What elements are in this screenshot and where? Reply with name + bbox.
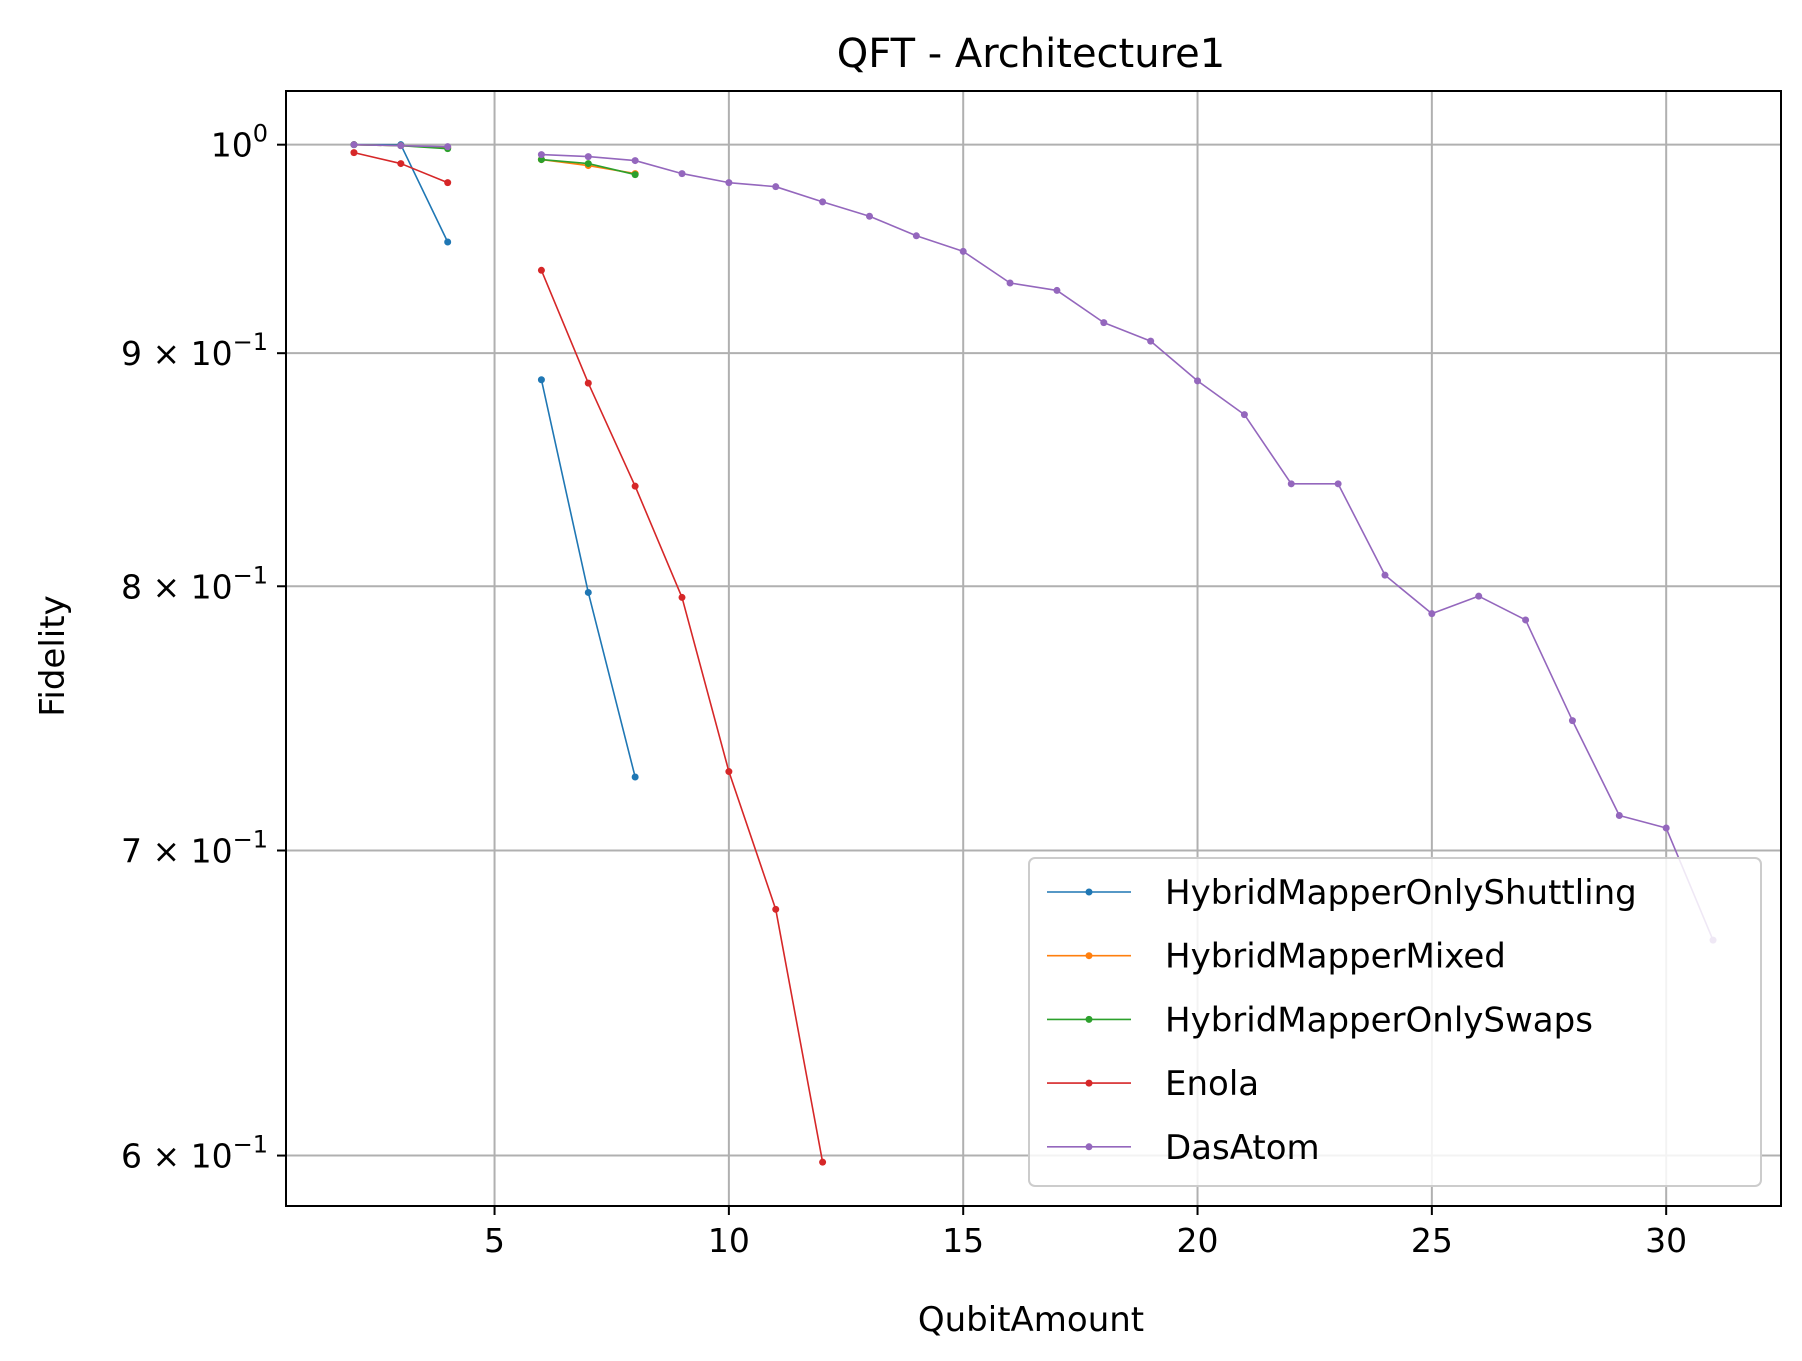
legend-item: HybridMapperOnlyShuttling	[1047, 873, 1637, 913]
data-point	[631, 171, 639, 179]
y-tick-label-base: 7 × 10	[121, 832, 233, 871]
data-point	[631, 482, 639, 490]
legend-item: HybridMapperMixed	[1047, 937, 1506, 977]
data-point	[397, 142, 405, 150]
series-layer	[350, 141, 1717, 1166]
data-point	[350, 141, 358, 149]
data-point	[584, 153, 592, 161]
y-tick-label-exponent: −1	[233, 826, 268, 854]
data-point	[537, 376, 545, 384]
y-tick-label-base: 9 × 10	[121, 334, 233, 373]
x-tick-label: 15	[942, 1221, 984, 1260]
legend-marker	[1085, 1079, 1093, 1087]
data-point	[959, 247, 967, 255]
data-point	[1053, 286, 1061, 294]
x-tick-label: 5	[484, 1221, 505, 1260]
y-tick-label-exponent: −1	[233, 1131, 268, 1159]
y-tick-label-exponent: −1	[233, 328, 268, 356]
legend-label: Enola	[1165, 1064, 1259, 1104]
y-tick-label-base: 10	[211, 126, 253, 165]
data-point	[537, 151, 545, 159]
data-point	[1240, 411, 1248, 419]
legend-marker	[1085, 1015, 1093, 1023]
data-point	[631, 773, 639, 781]
legend-label: DasAtom	[1165, 1128, 1320, 1168]
data-point	[1615, 811, 1623, 819]
data-point	[1381, 571, 1389, 579]
data-point	[1194, 377, 1202, 385]
data-point	[819, 198, 827, 206]
legend-label: HybridMapperOnlySwaps	[1165, 1000, 1593, 1040]
data-point	[1334, 480, 1342, 488]
data-point	[584, 379, 592, 387]
data-point	[1100, 319, 1108, 327]
data-point	[350, 149, 358, 157]
legend-label: HybridMapperOnlyShuttling	[1165, 873, 1637, 913]
legend-marker	[1085, 1143, 1093, 1151]
legend-item: HybridMapperOnlySwaps	[1047, 1000, 1593, 1040]
data-point	[678, 170, 686, 178]
x-tick-label: 25	[1411, 1221, 1453, 1260]
data-point	[678, 593, 686, 601]
data-point	[1522, 616, 1530, 624]
x-tick-label: 20	[1177, 1221, 1219, 1260]
data-point	[865, 212, 873, 220]
data-point	[912, 232, 920, 240]
legend: HybridMapperOnlyShuttling HybridMapperMix…	[1028, 857, 1762, 1187]
legend-label: HybridMapperMixed	[1165, 937, 1506, 977]
data-point	[537, 156, 545, 164]
legend-item: Enola	[1047, 1064, 1259, 1104]
plot-frame	[285, 90, 1782, 1207]
data-point	[1475, 592, 1483, 600]
data-point	[584, 588, 592, 596]
y-tick-label-exponent: 0	[253, 120, 268, 148]
data-point	[584, 160, 592, 168]
chart-title: QFT - Architecture1	[837, 31, 1225, 77]
x-tick-label: 10	[708, 1221, 750, 1260]
data-point	[725, 768, 733, 776]
data-point	[772, 905, 780, 913]
y-tick-label-base: 8 × 10	[121, 567, 233, 606]
x-axis-label: QubitAmount	[918, 1300, 1144, 1340]
legend-marker	[1085, 952, 1093, 960]
data-point	[1147, 337, 1155, 345]
y-tick-label: 6 × 10−1	[121, 1131, 268, 1176]
data-point	[537, 266, 545, 274]
y-tick-label: 9 × 10−1	[121, 328, 268, 373]
series-Enola	[350, 149, 827, 1166]
data-point	[1662, 824, 1670, 832]
data-point	[1287, 480, 1295, 488]
data-point	[772, 183, 780, 191]
data-point	[1006, 279, 1014, 287]
y-tick-label: 100	[211, 120, 268, 165]
x-tick-label: 30	[1645, 1221, 1687, 1260]
y-tick-label: 7 × 10−1	[121, 826, 268, 871]
data-point	[444, 179, 452, 187]
legend-marker	[1085, 888, 1093, 896]
data-point	[725, 179, 733, 187]
series-DasAtom	[350, 141, 1717, 944]
y-tick-label-exponent: −1	[233, 561, 268, 589]
y-tick-label-base: 6 × 10	[121, 1137, 233, 1176]
data-point	[1568, 717, 1576, 725]
legend-item: DasAtom	[1047, 1128, 1320, 1168]
legend-box	[1028, 857, 1762, 1187]
y-tick-label: 8 × 10−1	[121, 561, 268, 606]
data-point	[444, 143, 452, 151]
data-point	[444, 238, 452, 246]
data-point	[631, 157, 639, 165]
y-axis-label: Fidelity	[33, 595, 73, 716]
data-point	[1428, 610, 1436, 618]
data-point	[819, 1158, 827, 1166]
data-point	[397, 160, 405, 168]
